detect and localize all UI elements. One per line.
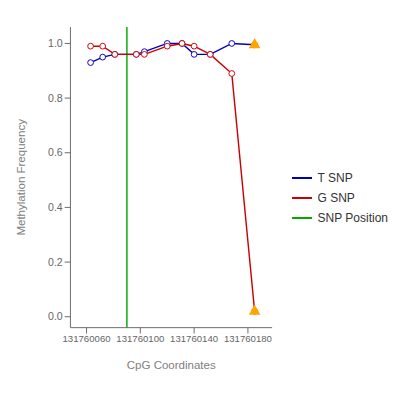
svg-text:131760100: 131760100 — [116, 333, 164, 344]
svg-text:1.0: 1.0 — [48, 37, 63, 49]
svg-text:131760060: 131760060 — [63, 333, 111, 344]
svg-text:0.6: 0.6 — [48, 147, 63, 159]
svg-text:131760180: 131760180 — [224, 333, 272, 344]
html-text:SNP Position: SNP Position — [317, 211, 388, 225]
html-text:G SNP: G SNP — [317, 191, 355, 205]
svg-text:0.8: 0.8 — [48, 92, 63, 104]
html-text:T SNP: T SNP — [317, 171, 353, 185]
svg-text:CpG Coordinates: CpG Coordinates — [127, 359, 216, 371]
svg-text:Methylation Frequency: Methylation Frequency — [15, 119, 27, 236]
svg-text:0.2: 0.2 — [48, 256, 63, 268]
svg-text:0.4: 0.4 — [48, 201, 63, 213]
svg-text:0.0: 0.0 — [48, 310, 63, 322]
svg-text:131760140: 131760140 — [170, 333, 218, 344]
